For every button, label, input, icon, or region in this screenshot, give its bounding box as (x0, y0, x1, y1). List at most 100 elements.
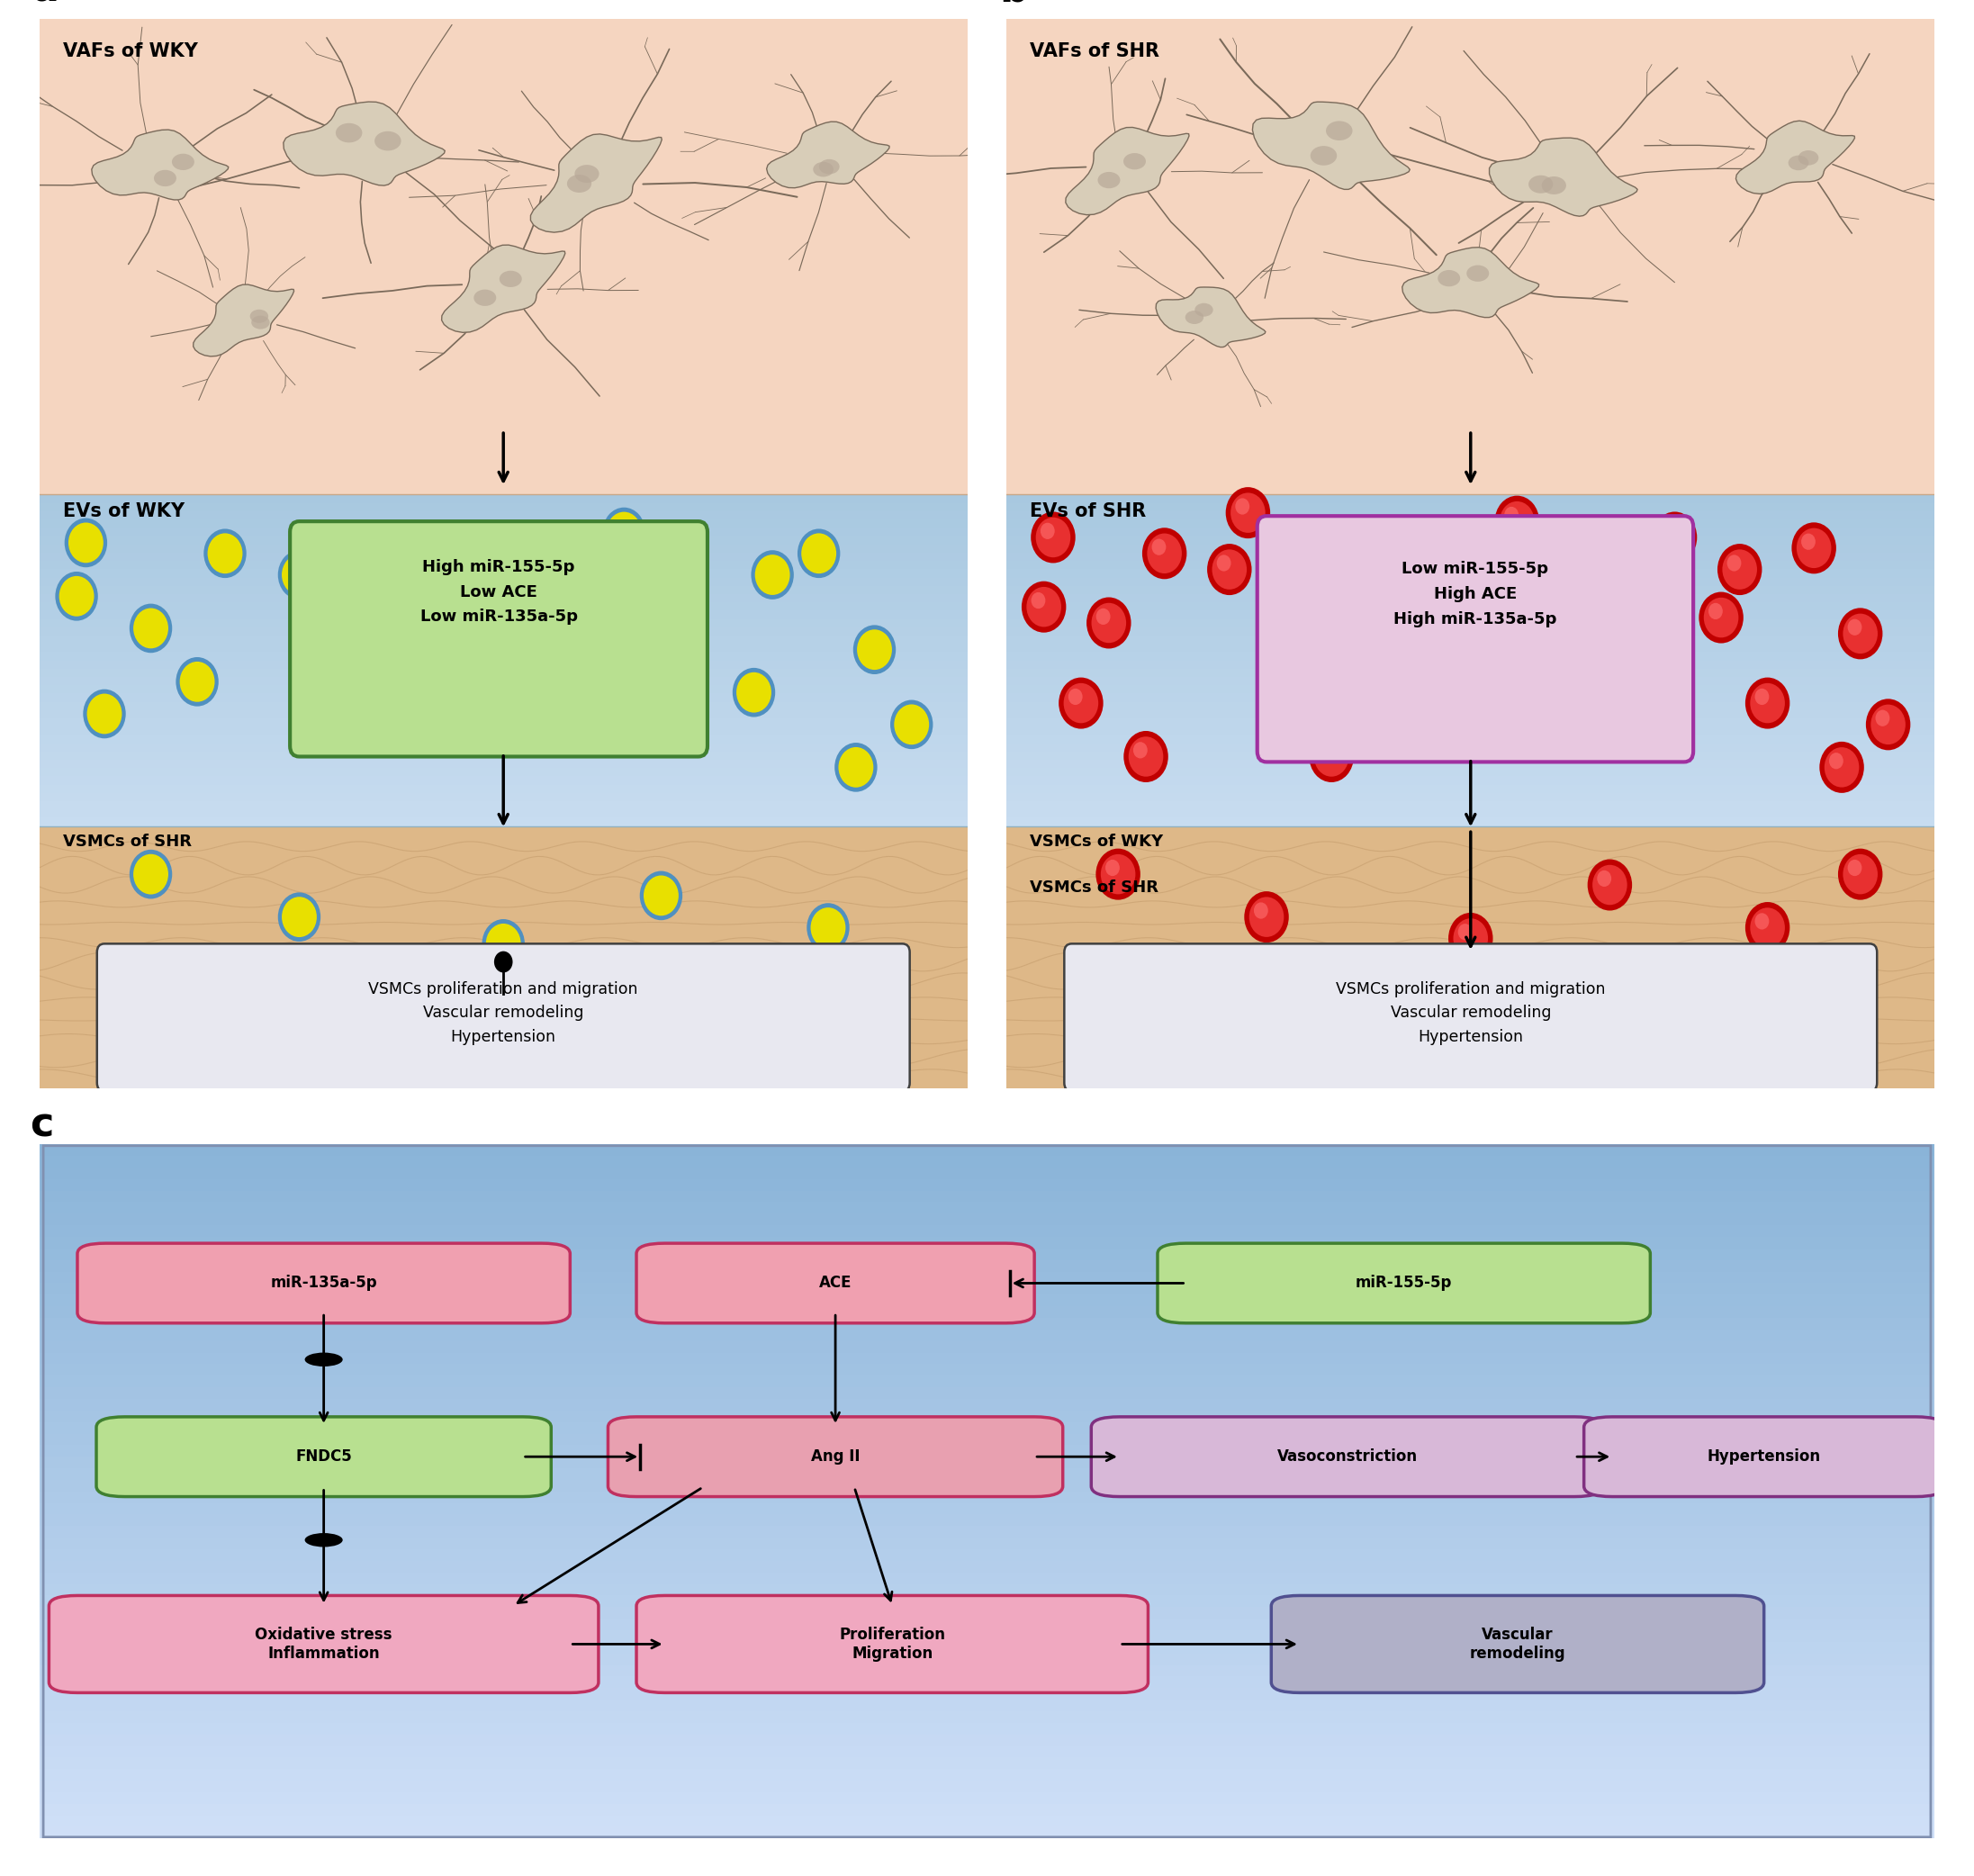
Circle shape (1704, 598, 1739, 638)
Ellipse shape (1437, 270, 1461, 287)
Circle shape (1708, 602, 1723, 619)
Circle shape (1030, 593, 1046, 608)
Circle shape (1336, 518, 1382, 568)
Bar (1007, 619, 1935, 627)
Bar (39, 1792, 1935, 1805)
Ellipse shape (251, 310, 268, 323)
Bar (1007, 825, 1935, 1088)
Text: EVs of SHR: EVs of SHR (1030, 503, 1147, 520)
Bar (39, 1341, 1935, 1353)
Bar (39, 610, 967, 619)
Bar (39, 801, 967, 810)
Circle shape (1844, 854, 1877, 895)
Circle shape (807, 902, 849, 953)
Ellipse shape (1798, 150, 1818, 165)
Circle shape (839, 747, 873, 788)
Text: VSMCs of SHR: VSMCs of SHR (1030, 880, 1159, 895)
Circle shape (1871, 705, 1905, 745)
Bar (39, 719, 967, 726)
Bar (39, 1203, 1935, 1214)
Bar (39, 1827, 1935, 1838)
Circle shape (523, 533, 559, 574)
Bar (1007, 719, 1935, 726)
Circle shape (1459, 923, 1473, 940)
Bar (1007, 568, 1935, 578)
Polygon shape (531, 133, 661, 233)
Bar (39, 1180, 1935, 1191)
Ellipse shape (336, 124, 361, 143)
Bar (1007, 810, 1935, 818)
Polygon shape (193, 285, 294, 356)
Circle shape (1253, 902, 1267, 919)
Circle shape (1848, 619, 1861, 636)
Circle shape (1086, 597, 1131, 649)
Bar (39, 1758, 1935, 1769)
Bar (39, 668, 967, 677)
Circle shape (1658, 518, 1692, 557)
Bar (39, 1514, 1935, 1527)
Bar (39, 1527, 1935, 1538)
Circle shape (1096, 848, 1141, 900)
Circle shape (1133, 743, 1147, 758)
Bar (1007, 685, 1935, 694)
Circle shape (1792, 522, 1836, 574)
Text: miR-155-5p: miR-155-5p (1356, 1276, 1453, 1291)
Circle shape (1500, 501, 1534, 542)
Ellipse shape (1184, 311, 1204, 325)
Bar (39, 1167, 1935, 1180)
Bar (39, 1561, 1935, 1572)
Circle shape (83, 688, 126, 739)
Circle shape (1230, 493, 1265, 533)
Circle shape (1147, 533, 1182, 574)
Bar (39, 1595, 1935, 1608)
Circle shape (130, 850, 172, 899)
Circle shape (134, 854, 168, 895)
Bar (39, 760, 967, 767)
Circle shape (1830, 752, 1844, 769)
Bar (39, 561, 967, 568)
Polygon shape (1252, 101, 1409, 189)
Circle shape (282, 897, 316, 938)
Text: VSMCs proliferation and migration
Vascular remodeling
Hypertension: VSMCs proliferation and migration Vascul… (369, 981, 638, 1045)
Circle shape (1026, 587, 1062, 627)
Bar (39, 1191, 1935, 1203)
Bar (39, 585, 967, 595)
Circle shape (661, 597, 697, 638)
Polygon shape (766, 122, 890, 188)
Circle shape (1129, 737, 1163, 777)
Bar (39, 1503, 1935, 1514)
Circle shape (1449, 565, 1463, 582)
Bar (39, 1156, 1935, 1167)
Bar (39, 1422, 1935, 1433)
Circle shape (389, 582, 432, 632)
Circle shape (1593, 865, 1627, 904)
Bar (1007, 561, 1935, 568)
Bar (39, 1747, 1935, 1758)
Circle shape (754, 555, 790, 595)
Bar (39, 810, 967, 818)
Circle shape (1494, 495, 1540, 548)
Bar (39, 1700, 1935, 1711)
Bar (39, 1283, 1935, 1294)
Bar (39, 1445, 1935, 1456)
Circle shape (1528, 538, 1561, 580)
Bar (39, 1550, 1935, 1561)
Bar (39, 1769, 1935, 1780)
Bar (39, 1225, 1935, 1236)
Circle shape (1449, 914, 1492, 964)
Circle shape (1064, 683, 1098, 722)
Circle shape (811, 908, 845, 947)
Polygon shape (442, 246, 565, 332)
Bar (39, 1630, 1935, 1642)
Bar (39, 1144, 1935, 1156)
Bar (1007, 760, 1935, 767)
Bar (39, 602, 967, 610)
Bar (1007, 19, 1935, 495)
Circle shape (130, 604, 172, 653)
Circle shape (1579, 636, 1593, 651)
Circle shape (203, 529, 247, 578)
FancyBboxPatch shape (608, 1416, 1062, 1497)
Circle shape (1273, 677, 1287, 694)
Text: EVs of WKY: EVs of WKY (63, 503, 184, 520)
Circle shape (1755, 688, 1769, 705)
